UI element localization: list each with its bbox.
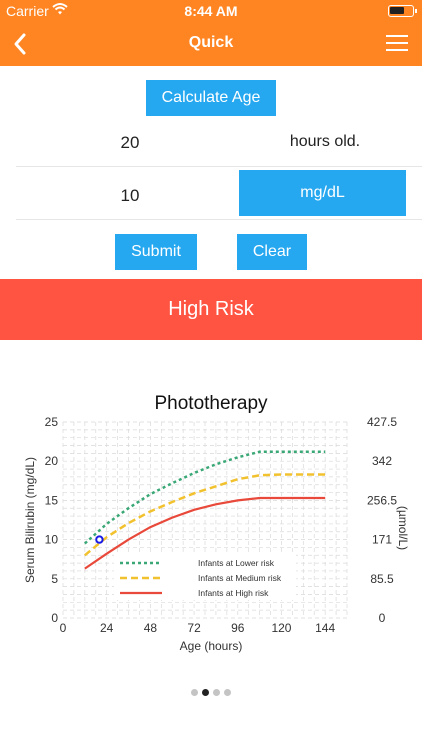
page-dot[interactable] <box>202 689 209 696</box>
x-tick-label: 48 <box>144 621 158 635</box>
hours-unit-label: hours old. <box>289 133 361 150</box>
legend-label: Infants at Medium risk <box>198 573 282 583</box>
y2-axis-label: (µmol/L) <box>396 506 410 550</box>
y2-tick-label: 342 <box>372 454 392 468</box>
x-tick-label: 24 <box>100 621 114 635</box>
y2-tick-label: 256.5 <box>367 493 397 507</box>
unit-toggle-button[interactable]: mg/dL <box>239 170 406 216</box>
submit-button[interactable]: Submit <box>115 234 197 270</box>
risk-result-banner: High Risk <box>0 279 422 340</box>
divider <box>16 166 422 167</box>
legend-label: Infants at High risk <box>198 588 269 598</box>
hamburger-menu-icon[interactable] <box>386 35 408 53</box>
x-axis-label: Age (hours) <box>180 639 243 653</box>
page-indicator[interactable] <box>0 683 422 701</box>
y-tick-label: 10 <box>45 533 59 547</box>
y2-tick-label: 0 <box>379 611 386 625</box>
clock: 8:44 AM <box>184 3 238 19</box>
legend-label: Infants at Lower risk <box>198 558 275 568</box>
y-tick-label: 0 <box>51 611 58 625</box>
y-tick-label: 20 <box>45 454 59 468</box>
patient-marker <box>95 535 104 544</box>
page-title: Quick <box>188 34 234 51</box>
back-chevron-icon[interactable] <box>8 30 36 58</box>
bilirubin-input[interactable]: 10 <box>120 186 140 205</box>
y-tick-label: 25 <box>45 415 59 429</box>
calculate-age-button[interactable]: Calculate Age <box>146 80 276 116</box>
x-tick-label: 72 <box>187 621 201 635</box>
y-tick-label: 15 <box>45 493 59 507</box>
x-tick-label: 96 <box>231 621 245 635</box>
x-tick-label: 120 <box>271 621 291 635</box>
battery-icon <box>388 5 417 17</box>
status-bar: Carrier 8:44 AM <box>0 0 422 22</box>
y-axis-label: Serum Bilirubin (mg/dL) <box>23 457 37 583</box>
divider <box>16 219 422 220</box>
clear-button[interactable]: Clear <box>237 234 307 270</box>
x-tick-label: 0 <box>60 621 67 635</box>
phototherapy-chart: Phototherapy 0 5 10 15 20 25 0 85.5 171 256.5 342 42… <box>0 380 422 670</box>
y-tick-label: 5 <box>51 572 58 586</box>
page-dot[interactable] <box>213 689 220 696</box>
y2-tick-label: 85.5 <box>370 572 394 586</box>
navigation-bar: Quick <box>0 22 422 66</box>
page-dot[interactable] <box>224 689 231 696</box>
y2-tick-label: 427.5 <box>367 415 397 429</box>
carrier-label: Carrier <box>6 3 49 19</box>
hours-input[interactable]: 20 <box>120 133 140 152</box>
series-line <box>84 473 326 557</box>
x-tick-label: 144 <box>315 621 335 635</box>
wifi-icon <box>52 2 68 19</box>
series-line <box>84 496 326 570</box>
page-dot[interactable] <box>191 689 198 696</box>
y2-tick-label: 171 <box>372 533 392 547</box>
chart-title: Phototherapy <box>154 393 268 414</box>
